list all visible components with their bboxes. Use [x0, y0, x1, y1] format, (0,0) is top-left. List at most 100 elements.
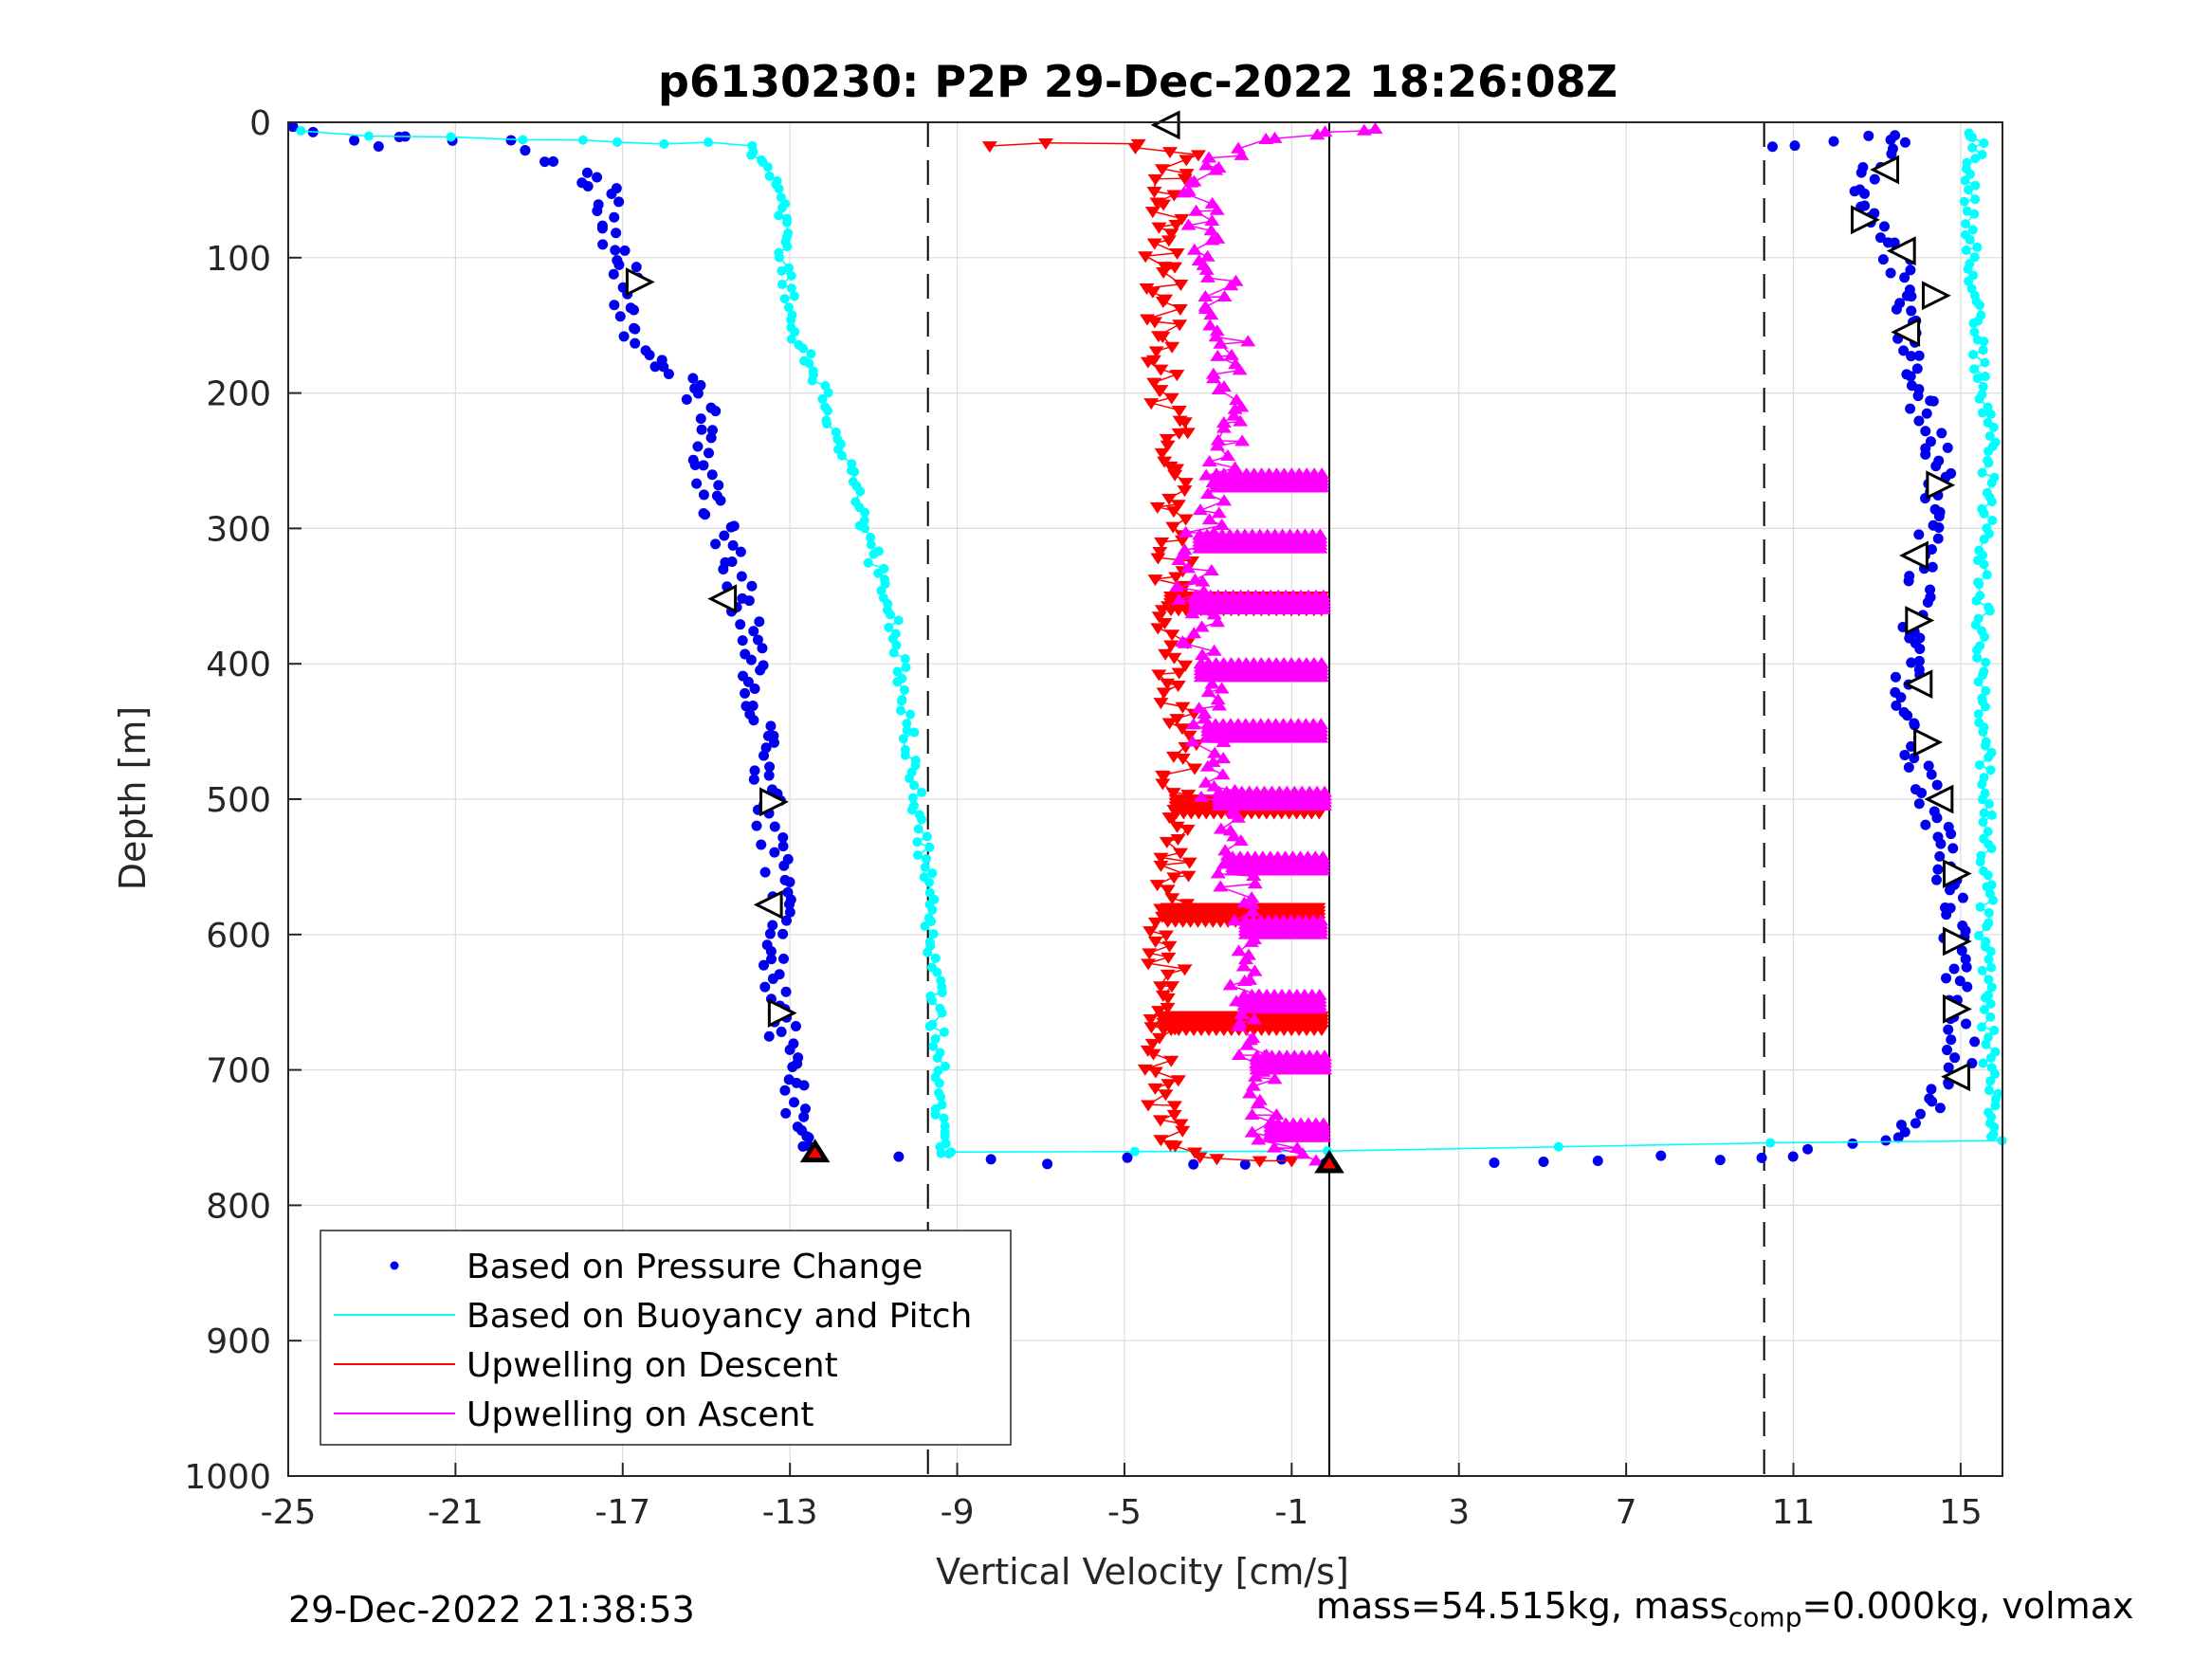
- ascent-triangle: [1186, 627, 1202, 639]
- pressure-point: [630, 337, 641, 349]
- ascent-triangle: [1199, 270, 1216, 283]
- buoyancy-point: [1978, 817, 1988, 828]
- pressure-point: [715, 495, 726, 506]
- pressure-point: [373, 141, 384, 153]
- descent-triangle: [1177, 417, 1193, 429]
- pressure-point: [1904, 284, 1915, 296]
- buoyancy-point: [1978, 345, 1988, 356]
- pressure-point: [742, 676, 754, 687]
- buoyancy-point: [1977, 150, 1987, 160]
- descent-triangle: [1156, 772, 1172, 784]
- buoyancy-point: [928, 929, 939, 939]
- pressure-point: [596, 223, 608, 234]
- pressure-point: [619, 245, 631, 256]
- ascent-triangle: [1269, 1107, 1285, 1120]
- buoyancy-point: [1983, 918, 1994, 928]
- descent-triangle: [1037, 137, 1053, 150]
- buoyancy-point: [1981, 685, 1991, 696]
- buoyancy-point: [900, 653, 910, 664]
- buoyancy-point: [817, 393, 828, 404]
- event-marker-right: [1942, 994, 1972, 1024]
- descent-triangle: [1147, 936, 1163, 948]
- buoyancy-point: [1980, 357, 1990, 368]
- descent-triangle: [1149, 880, 1165, 892]
- event-marker-left: [1903, 669, 1933, 700]
- descent-triangle: [1146, 377, 1162, 390]
- y-axis-label: Depth [m]: [112, 706, 154, 891]
- y-tick-label: 700: [206, 1052, 271, 1091]
- descent-triangle: [1177, 964, 1193, 976]
- event-marker-left: [1870, 155, 1900, 185]
- buoyancy-point: [937, 1008, 947, 1018]
- ascent-triangle: [1197, 289, 1214, 301]
- ascent-triangle: [1214, 682, 1230, 694]
- buoyancy-point: [939, 1027, 949, 1037]
- pressure-point: [581, 167, 593, 178]
- buoyancy-point: [934, 1078, 944, 1088]
- pressure-point: [757, 643, 768, 654]
- ascent-triangle: [1367, 121, 1383, 134]
- pressure-point: [765, 945, 777, 957]
- descent-triangle: [1155, 778, 1171, 791]
- pressure-point: [692, 441, 704, 452]
- ascent-triangle: [1201, 513, 1217, 525]
- buoyancy-point: [1989, 1025, 2000, 1035]
- buoyancy-point: [1986, 1063, 1997, 1073]
- buoyancy-point: [1979, 1004, 1989, 1014]
- descent-triangle: [1147, 1083, 1163, 1095]
- buoyancy-point: [920, 921, 930, 931]
- ascent-triangle: [1219, 448, 1235, 461]
- pressure-point: [1941, 973, 1952, 984]
- pressure-point: [1592, 1155, 1603, 1166]
- pressure-point: [1890, 686, 1901, 698]
- pressure-point: [713, 480, 724, 491]
- pressure-point: [1898, 345, 1910, 356]
- buoyancy-point: [936, 1148, 946, 1158]
- descent-triangle: [1169, 248, 1185, 261]
- pressure-point: [592, 205, 603, 216]
- pressure-point: [1906, 351, 1917, 362]
- pressure-point: [695, 413, 706, 425]
- event-marker-right: [759, 787, 789, 817]
- descent-triangle: [1164, 341, 1180, 354]
- pressure-point: [748, 774, 759, 785]
- pressure-point: [687, 373, 699, 384]
- buoyancy-point: [1970, 180, 1981, 191]
- buoyancy-point: [924, 877, 935, 887]
- ascent-triangle: [1267, 131, 1283, 143]
- pressure-point: [1936, 428, 1947, 439]
- series-buoyancy-pitch: [296, 125, 2007, 1159]
- pressure-point: [718, 564, 729, 575]
- ascent-triangle: [1315, 602, 1331, 614]
- pressure-point: [798, 1080, 810, 1091]
- pressure-point: [700, 509, 711, 520]
- terminal-marker-core: [1323, 1158, 1337, 1169]
- pressure-point: [780, 915, 792, 926]
- descent-triangle: [1143, 398, 1160, 410]
- pressure-point: [1906, 305, 1917, 317]
- descent-triangle: [1151, 386, 1167, 398]
- pressure-point: [705, 432, 717, 444]
- pressure-point: [1890, 671, 1901, 683]
- pressure-point: [689, 459, 701, 470]
- buoyancy-point: [836, 450, 847, 461]
- pressure-point: [780, 986, 792, 997]
- pressure-point: [1942, 442, 1953, 453]
- descent-triangle: [1192, 1152, 1208, 1164]
- descent-triangle: [1161, 940, 1178, 953]
- descent-triangle: [1163, 228, 1179, 241]
- ascent-triangle: [1188, 204, 1204, 216]
- pressure-point: [505, 135, 517, 146]
- pressure-point: [1931, 874, 1943, 885]
- buoyancy-point: [930, 1033, 941, 1044]
- pressure-point: [778, 860, 790, 871]
- descent-triangle: [1144, 1038, 1161, 1050]
- ascent-triangle: [1222, 978, 1238, 991]
- pressure-point: [1899, 749, 1910, 760]
- buoyancy-point: [930, 953, 941, 963]
- event-marker-right: [1905, 606, 1935, 635]
- terminal-marker-core: [808, 1147, 822, 1158]
- x-tick-label: -25: [261, 1493, 317, 1532]
- buoyancy-point: [860, 507, 870, 518]
- descent-triangle: [1179, 824, 1196, 836]
